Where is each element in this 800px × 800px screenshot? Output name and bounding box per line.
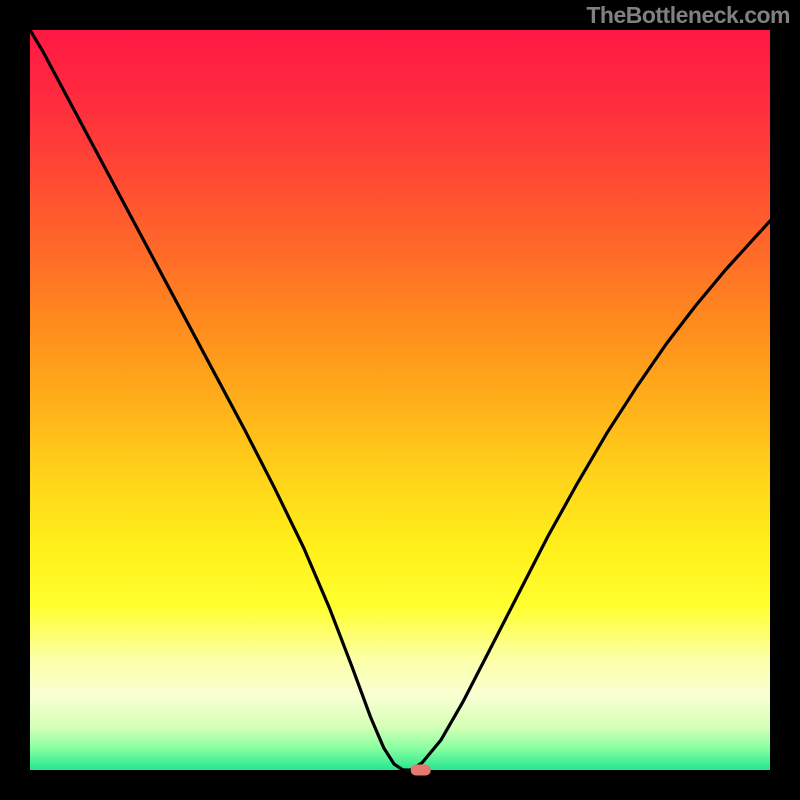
plot-background — [30, 30, 770, 770]
watermark-text: TheBottleneck.com — [586, 2, 790, 29]
minimum-marker — [411, 765, 431, 776]
chart-container: TheBottleneck.com — [0, 0, 800, 800]
bottleneck-chart — [0, 0, 800, 800]
